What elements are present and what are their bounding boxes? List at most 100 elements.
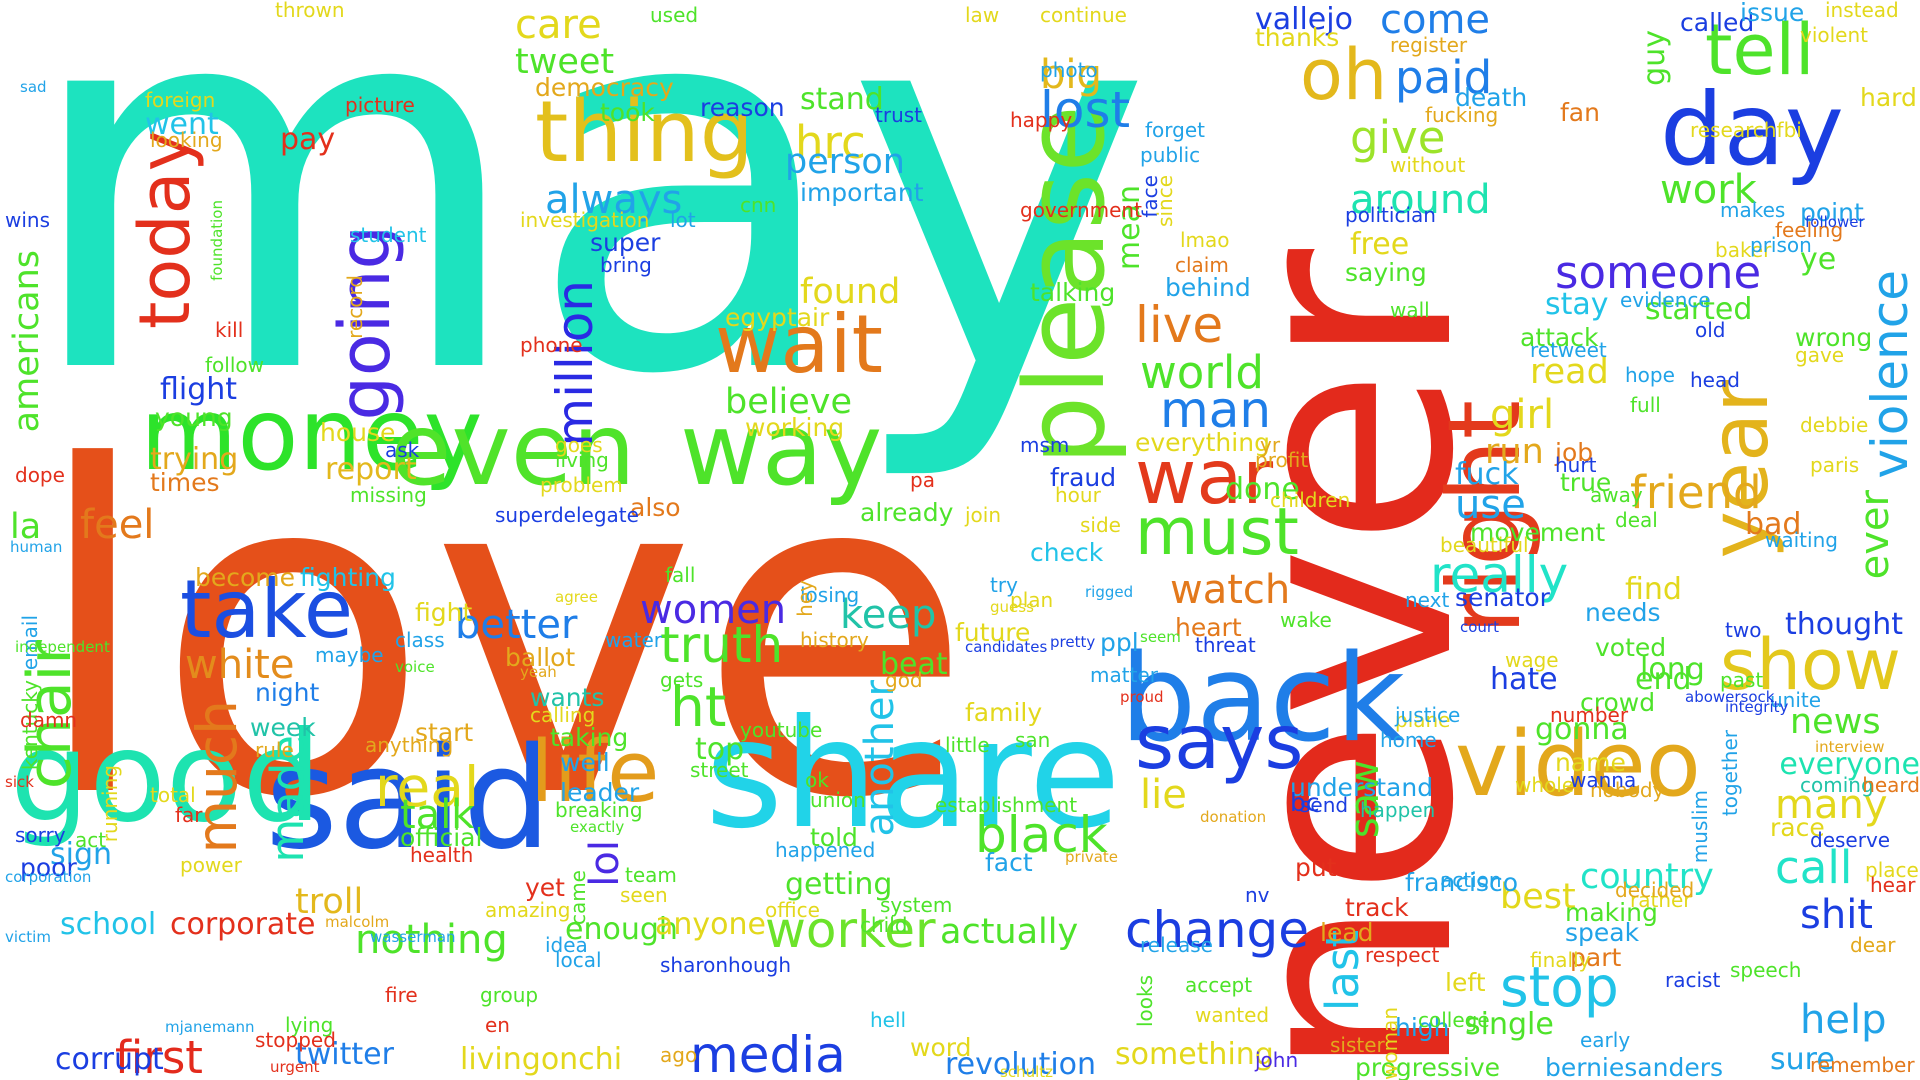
word-crowd: crowd: [1580, 688, 1656, 717]
word-shit: shit: [1800, 892, 1873, 938]
word-came: came: [566, 870, 590, 926]
word-hey: hey: [793, 580, 817, 617]
word-single: single: [1465, 1007, 1554, 1042]
word-man: man: [1160, 381, 1272, 439]
word-paid: paid: [1395, 51, 1493, 104]
word-sister: sister: [1330, 1033, 1385, 1057]
word-long: long: [1640, 652, 1705, 687]
word-future: future: [955, 618, 1031, 647]
word-matter: matter: [1090, 663, 1158, 687]
word-saying: saying: [1345, 258, 1427, 287]
word-free: free: [1350, 227, 1410, 262]
word-yr: yr: [1260, 433, 1281, 457]
word-attack: attack: [1520, 323, 1599, 352]
word-report: report: [325, 452, 417, 487]
word-work: work: [1660, 167, 1757, 213]
word-job: job: [1555, 438, 1594, 467]
word-amazing: amazing: [485, 898, 571, 922]
word-stopped: stopped: [255, 1028, 336, 1052]
word-voted: voted: [1595, 633, 1667, 662]
word-human: human: [10, 538, 63, 556]
word-wait: wait: [715, 298, 884, 391]
word-check: check: [1030, 538, 1104, 567]
word-today: today: [124, 130, 206, 330]
word-everything: everything: [1135, 428, 1270, 457]
word-profit: profit: [1255, 448, 1309, 472]
word-track: track: [1345, 893, 1409, 922]
word-la: la: [10, 507, 42, 547]
word-called: called: [1680, 8, 1755, 37]
word-john: john: [1255, 1048, 1299, 1072]
word-donation: donation: [1200, 808, 1267, 826]
word-corporate: corporate: [170, 907, 316, 942]
word-may: may: [20, 0, 1153, 488]
word-watch: watch: [1170, 567, 1291, 613]
word-student: student: [350, 223, 427, 247]
word-leader: leader: [560, 778, 640, 807]
word-troll: troll: [295, 882, 364, 922]
word-lie: lie: [1140, 772, 1187, 818]
word-making: making: [1565, 898, 1658, 927]
word-hrc: hrc: [795, 116, 866, 169]
word-beautiful: beautiful: [1440, 533, 1529, 557]
word-must: must: [1135, 495, 1299, 570]
word-wanted: wanted: [1195, 1003, 1270, 1027]
word-rigged: rigged: [1085, 583, 1134, 601]
word-progressive: progressive: [1355, 1053, 1501, 1080]
word-bc: bc: [1290, 788, 1320, 817]
word-getting: getting: [785, 867, 893, 902]
word-girl: girl: [1490, 392, 1555, 438]
word-hard: hard: [1860, 83, 1917, 112]
word-join: join: [965, 503, 1002, 527]
word-lead: lead: [1320, 918, 1374, 947]
word-real: real: [375, 755, 480, 819]
word-race: race: [1770, 813, 1825, 842]
word-dear: dear: [1850, 933, 1896, 957]
word-reason: reason: [700, 93, 785, 122]
word-ago: ago: [660, 1043, 698, 1067]
word-paris: paris: [1810, 453, 1860, 477]
word-team: team: [625, 863, 677, 887]
word-around: around: [1350, 177, 1491, 223]
word-lmao: lmao: [1180, 228, 1230, 252]
word-lying: lying: [285, 1013, 334, 1037]
word-seem: seem: [1140, 628, 1181, 646]
word-really: really: [1430, 546, 1569, 604]
word-number: number: [1550, 703, 1629, 727]
word-respect: respect: [1365, 943, 1440, 967]
word-name: name: [1555, 748, 1626, 777]
word-working: working: [745, 413, 845, 442]
word-worker: worker: [765, 901, 936, 959]
word-missing: missing: [350, 483, 427, 507]
word-first2: fight: [415, 598, 473, 627]
word-phone: phone: [520, 333, 583, 357]
word-speak: speak: [1565, 918, 1640, 947]
word-youtube: youtube: [740, 718, 823, 742]
word-used: used: [650, 3, 699, 27]
word-family: family: [965, 698, 1043, 727]
word-far: far: [175, 803, 203, 827]
word-old: old: [1695, 318, 1726, 342]
word-wrong: wrong: [1795, 323, 1873, 352]
word-friend: friend: [1630, 466, 1762, 519]
word-world: world: [1140, 346, 1264, 399]
word-public: public: [1140, 143, 1201, 167]
word-try: try: [990, 573, 1018, 597]
word-help: help: [1800, 997, 1887, 1043]
word-child: child: [860, 913, 908, 937]
word-investigation: investigation: [520, 208, 650, 232]
word-black: black: [975, 806, 1108, 864]
word-senator: senator: [1455, 583, 1550, 612]
word-oh: oh: [1300, 34, 1388, 116]
word-interview: interview: [1815, 738, 1885, 756]
word-ye: ye: [1800, 242, 1837, 277]
word-malcolm: malcolm: [325, 913, 390, 931]
word-problem: problem: [540, 473, 623, 497]
word-love: love: [30, 373, 974, 897]
word-media: media: [690, 1026, 846, 1080]
word-stay: stay: [1545, 287, 1609, 322]
word-pretty: pretty: [1050, 633, 1096, 651]
word-truth: truth: [660, 616, 784, 674]
word-movement: movement: [1470, 518, 1606, 547]
